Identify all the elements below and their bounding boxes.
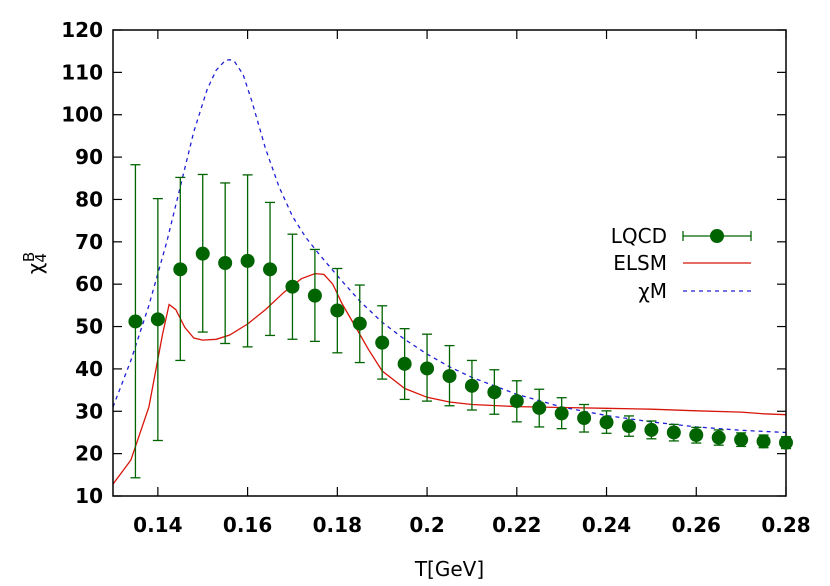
data-point bbox=[195, 246, 210, 261]
data-point bbox=[666, 425, 681, 440]
data-point bbox=[420, 361, 435, 376]
data-point bbox=[554, 406, 569, 421]
data-point bbox=[150, 312, 165, 327]
x-tick-label: 0.26 bbox=[672, 513, 721, 537]
legend-label: χM bbox=[638, 279, 667, 303]
data-point bbox=[689, 427, 704, 442]
y-axis-label-sup: B bbox=[20, 252, 38, 262]
data-point bbox=[285, 279, 300, 294]
data-point bbox=[509, 394, 524, 409]
data-point bbox=[397, 356, 412, 371]
data-point bbox=[173, 262, 188, 277]
data-point bbox=[352, 316, 367, 331]
y-axis-label-sub: 4 bbox=[32, 253, 50, 263]
data-point bbox=[577, 411, 592, 426]
data-point bbox=[442, 369, 457, 384]
x-tick-label: 0.16 bbox=[223, 513, 272, 537]
data-point bbox=[532, 400, 547, 415]
data-point bbox=[128, 314, 143, 329]
data-point bbox=[263, 262, 278, 277]
x-axis-label: T[GeV] bbox=[414, 557, 484, 581]
y-axis-label-base: χ bbox=[23, 263, 47, 275]
legend: LQCD ELSM χM bbox=[611, 224, 752, 303]
series-layer bbox=[113, 59, 786, 485]
y-tick-label: 110 bbox=[61, 60, 103, 84]
x-tick-label: 0.2 bbox=[409, 513, 444, 537]
data-point bbox=[240, 253, 255, 268]
data-point bbox=[621, 419, 636, 434]
x-tick-label: 0.18 bbox=[313, 513, 362, 537]
y-tick-label: 60 bbox=[75, 272, 103, 296]
x-tick-label: 0.22 bbox=[492, 513, 541, 537]
data-point bbox=[330, 303, 345, 318]
y-tick-label: 80 bbox=[75, 187, 103, 211]
data-point bbox=[487, 385, 502, 400]
data-point bbox=[756, 434, 771, 449]
series-line-chim bbox=[113, 59, 786, 434]
y-tick-label: 20 bbox=[75, 442, 103, 466]
x-tick-label: 0.28 bbox=[761, 513, 810, 537]
y-tick-label: 120 bbox=[61, 18, 103, 42]
x-tick-label: 0.24 bbox=[582, 513, 631, 537]
data-point bbox=[779, 435, 793, 450]
y-tick-label: 40 bbox=[75, 357, 103, 381]
legend-label: ELSM bbox=[613, 251, 667, 275]
data-point bbox=[644, 422, 659, 437]
x-tick-label: 0.14 bbox=[133, 513, 182, 537]
x-tick-labels: 0.14 0.16 0.18 0.2 0.22 0.24 0.26 0.28 bbox=[133, 513, 810, 537]
lqcd-points bbox=[128, 164, 793, 479]
y-tick-label: 50 bbox=[75, 315, 103, 339]
data-point bbox=[599, 415, 614, 430]
y-axis-label: χ4B bbox=[20, 252, 50, 274]
data-point bbox=[464, 378, 479, 393]
data-point bbox=[307, 288, 322, 303]
y-tick-label: 10 bbox=[75, 484, 103, 508]
y-tick-label: 70 bbox=[75, 230, 103, 254]
plot-frame bbox=[112, 29, 787, 497]
data-point bbox=[734, 432, 749, 447]
y-tick-labels: 10 20 30 40 50 60 70 80 90 100 110 120 bbox=[61, 18, 103, 508]
y-tick-label: 90 bbox=[75, 145, 103, 169]
y-tick-label: 100 bbox=[61, 103, 103, 127]
data-point bbox=[218, 256, 233, 270]
data-point bbox=[711, 430, 726, 445]
legend-swatch-point bbox=[710, 229, 724, 243]
legend-label: LQCD bbox=[611, 224, 667, 248]
y-tick-label: 30 bbox=[75, 399, 103, 423]
data-point bbox=[375, 335, 390, 350]
